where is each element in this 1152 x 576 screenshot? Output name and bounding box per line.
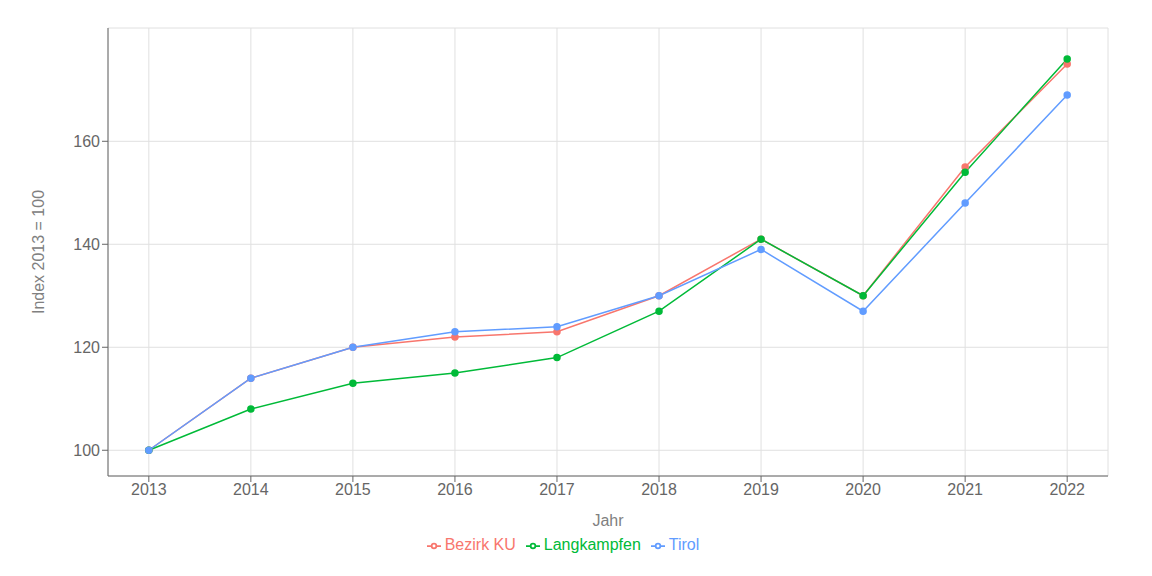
svg-text:2016: 2016: [437, 481, 473, 498]
svg-text:2020: 2020: [845, 481, 881, 498]
svg-text:100: 100: [73, 442, 100, 459]
svg-text:2017: 2017: [539, 481, 575, 498]
svg-text:120: 120: [73, 339, 100, 356]
svg-text:160: 160: [73, 133, 100, 150]
svg-text:2018: 2018: [641, 481, 677, 498]
svg-text:140: 140: [73, 236, 100, 253]
svg-text:2022: 2022: [1049, 481, 1085, 498]
svg-text:Jahr: Jahr: [592, 512, 624, 529]
svg-text:2014: 2014: [233, 481, 269, 498]
html-text:Bezirk KU: Bezirk KU: [444, 536, 516, 553]
svg-text:2015: 2015: [335, 481, 371, 498]
svg-text:2019: 2019: [743, 481, 779, 498]
svg-text:Index 2013 = 100: Index 2013 = 100: [30, 190, 47, 314]
html-text:Tirol: Tirol: [668, 536, 700, 553]
html-text:Langkampfen: Langkampfen: [543, 536, 641, 553]
svg-text:2021: 2021: [947, 481, 983, 498]
svg-text:2013: 2013: [131, 481, 167, 498]
